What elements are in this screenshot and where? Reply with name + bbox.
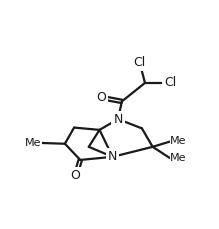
Text: Me: Me bbox=[170, 136, 187, 146]
Text: Me: Me bbox=[170, 153, 187, 163]
Text: Cl: Cl bbox=[133, 56, 146, 69]
Text: N: N bbox=[108, 150, 117, 163]
Text: Cl: Cl bbox=[164, 76, 177, 89]
Text: N: N bbox=[113, 113, 123, 126]
Text: O: O bbox=[96, 91, 106, 104]
Text: O: O bbox=[71, 169, 81, 182]
Text: Me: Me bbox=[25, 138, 42, 148]
